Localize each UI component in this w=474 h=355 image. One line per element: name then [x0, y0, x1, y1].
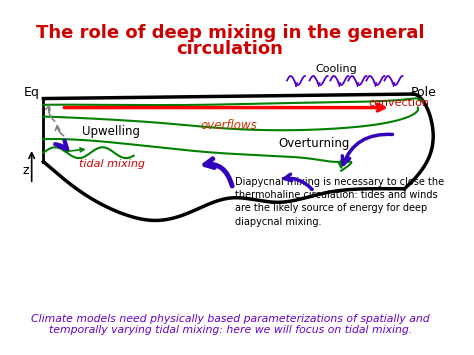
Text: overflows: overflows — [200, 119, 257, 132]
Text: temporally varying tidal mixing: here we will focus on tidal mixing.: temporally varying tidal mixing: here we… — [48, 325, 412, 335]
Text: Climate models need physically based parameterizations of spatially and: Climate models need physically based par… — [31, 314, 429, 324]
Text: Overturning: Overturning — [278, 137, 350, 150]
Text: tidal mixing: tidal mixing — [80, 159, 146, 169]
Text: Diapycnal mixing is necessary to close the
thermohaline circulation: tides and w: Diapycnal mixing is necessary to close t… — [235, 177, 444, 226]
Text: Pole: Pole — [411, 86, 437, 99]
Text: z: z — [22, 164, 28, 177]
Text: circulation: circulation — [177, 40, 283, 58]
Text: convection: convection — [369, 98, 429, 108]
Text: Eq: Eq — [24, 86, 39, 99]
Text: Upwelling: Upwelling — [82, 125, 140, 138]
Text: Cooling: Cooling — [316, 64, 357, 74]
Text: The role of deep mixing in the general: The role of deep mixing in the general — [36, 24, 424, 42]
